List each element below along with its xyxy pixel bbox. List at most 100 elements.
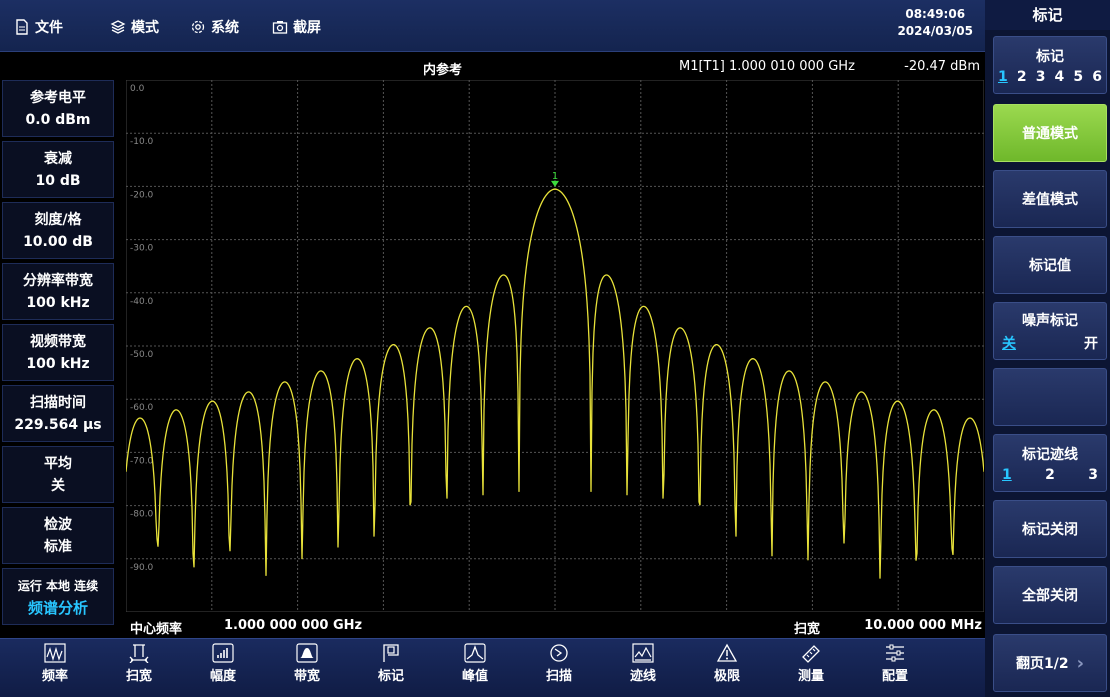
toolbar-span[interactable]: 扫宽 (104, 643, 174, 695)
toolbar-trace-label: 迹线 (629, 669, 656, 684)
attenuation-label: 衰减 (44, 150, 72, 167)
scale-value: 10.00 dB (23, 233, 93, 250)
marker-readout: M1[T1] 1.000 010 000 GHz (679, 59, 855, 74)
marker-1-icon[interactable] (551, 180, 559, 187)
toolbar-bandwidth[interactable]: 带宽 (272, 643, 342, 695)
marker-option-3[interactable]: 3 (1035, 68, 1046, 85)
empty-key[interactable] (993, 368, 1107, 426)
marker-off-key[interactable]: 标记关闭 (993, 500, 1107, 558)
page-key[interactable]: 翻页1/2 › (993, 634, 1107, 692)
sweep-time-button[interactable]: 扫描时间 229.564 µs (2, 385, 114, 442)
spectrum-display[interactable]: 0.0 -10.0 -20.0 -30.0 -40.0 -50.0 -60.0 -70.0 -8… (126, 80, 984, 612)
marker-option-4[interactable]: 4 (1054, 68, 1065, 85)
toolbar-limit[interactable]: 极限 (692, 643, 762, 695)
camera-icon (272, 19, 288, 35)
marker-value-label: 标记值 (1029, 258, 1071, 274)
toolbar-config-label: 配置 (881, 669, 908, 684)
ref-level-value: 0.0 dBm (25, 111, 91, 128)
rbw-button[interactable]: 分辨率带宽 100 kHz (2, 263, 114, 320)
graph-footer: 中心频率 1.000 000 000 GHz 扫宽 10.000 000 MHz (118, 617, 984, 637)
scale-button[interactable]: 刻度/格 10.00 dB (2, 202, 114, 259)
delta-mode-key[interactable]: 差值模式 (993, 170, 1107, 228)
marker-option-1[interactable]: 1 (998, 68, 1008, 85)
ref-level-label: 参考电平 (30, 89, 86, 106)
function-toolbar: 频率 扫宽 幅度 带宽 标记 峰值 扫描 迹线 极限 测量 配置 (0, 638, 985, 697)
screenshot-menu-label: 截屏 (293, 20, 321, 36)
reference-title: 内参考 (423, 63, 463, 78)
softkey-panel-title: 标记 (985, 0, 1110, 30)
system-menu[interactable]: 系统 (190, 16, 239, 38)
screenshot-menu[interactable]: 截屏 (272, 16, 321, 38)
marker-select-label: 标记 (1036, 48, 1064, 65)
toolbar-config[interactable]: 配置 (860, 643, 930, 695)
y-tick-label: -80.0 (130, 510, 154, 520)
y-tick-label: -40.0 (130, 297, 154, 307)
marker-option-6[interactable]: 6 (1092, 68, 1102, 85)
spectrum-trace (126, 188, 984, 579)
rbw-label: 分辨率带宽 (23, 272, 93, 289)
marker-select-key[interactable]: 标记 1 2 3 4 5 6 (993, 36, 1107, 94)
toolbar-measure[interactable]: 测量 (776, 643, 846, 695)
sweep-time-label: 扫描时间 (30, 394, 86, 411)
frequency-icon (44, 643, 66, 663)
graph-header: 内参考 M1[T1] 1.000 010 000 GHz -20.47 dBm (118, 56, 984, 78)
average-button[interactable]: 平均 关 (2, 446, 114, 503)
noise-marker-on[interactable]: 开 (1084, 335, 1098, 352)
peak-icon (464, 643, 486, 663)
vbw-button[interactable]: 视频带宽 100 kHz (2, 324, 114, 381)
softkey-panel: 标记 标记 1 2 3 4 5 6 普通模式 差值模式 标记值 噪声标记 关 开… (985, 0, 1110, 697)
chevron-right-icon: › (1076, 652, 1085, 674)
clock: 08:49:06 2024/03/05 (897, 6, 973, 40)
trace-option-3[interactable]: 3 (1088, 466, 1098, 483)
marker-option-5[interactable]: 5 (1073, 68, 1084, 85)
toolbar-marker[interactable]: 标记 (356, 643, 426, 695)
y-tick-label: -70.0 (130, 456, 154, 466)
file-menu-label: 文件 (35, 20, 63, 36)
y-tick-label: -60.0 (130, 403, 154, 413)
span-value: 10.000 000 MHz (864, 618, 982, 633)
mode-menu-label: 模式 (131, 20, 159, 36)
trace-option-1[interactable]: 1 (1002, 466, 1012, 483)
marker-option-2[interactable]: 2 (1016, 68, 1027, 85)
graticule (126, 80, 984, 612)
marker-trace-key[interactable]: 标记迹线 1 2 3 (993, 434, 1107, 492)
vbw-label: 视频带宽 (30, 333, 86, 350)
page-label: 翻页1/2 (1015, 656, 1069, 672)
toolbar-sweep[interactable]: 扫描 (524, 643, 594, 695)
mode-menu[interactable]: 模式 (110, 16, 159, 38)
marker-icon (383, 644, 399, 662)
toolbar-sweep-label: 扫描 (545, 669, 572, 684)
toolbar-amplitude[interactable]: 幅度 (188, 643, 258, 695)
attenuation-button[interactable]: 衰减 10 dB (2, 141, 114, 198)
center-freq-label: 中心频率 (130, 622, 183, 637)
run-status: 运行 本地 连续 (17, 578, 99, 593)
sweep-icon (550, 644, 568, 662)
span-icon (129, 644, 149, 663)
detector-button[interactable]: 检波 标准 (2, 507, 114, 564)
detector-value: 标准 (44, 538, 72, 555)
noise-marker-label: 噪声标记 (1022, 312, 1078, 329)
span-label: 扫宽 (794, 622, 821, 637)
toolbar-peak[interactable]: 峰值 (440, 643, 510, 695)
noise-marker-key[interactable]: 噪声标记 关 开 (993, 302, 1107, 360)
detector-label: 检波 (44, 516, 72, 533)
analyzer-mode: 频谱分析 (27, 598, 88, 617)
normal-mode-key[interactable]: 普通模式 (993, 104, 1107, 162)
file-menu[interactable]: 文件 (14, 16, 63, 38)
all-off-key[interactable]: 全部关闭 (993, 566, 1107, 624)
y-tick-label: 0.0 (130, 84, 145, 94)
toolbar-trace[interactable]: 迹线 (608, 643, 678, 695)
layers-icon (110, 19, 126, 35)
noise-marker-off[interactable]: 关 (1002, 335, 1016, 352)
trace-option-2[interactable]: 2 (1045, 466, 1055, 483)
normal-mode-label: 普通模式 (1022, 126, 1078, 142)
toolbar-bandwidth-label: 带宽 (293, 669, 320, 684)
ref-level-button[interactable]: 参考电平 0.0 dBm (2, 80, 114, 137)
marker-value-key[interactable]: 标记值 (993, 236, 1107, 294)
status-box: 运行 本地 连续 频谱分析 (2, 568, 114, 625)
toolbar-limit-label: 极限 (713, 669, 740, 684)
toolbar-frequency[interactable]: 频率 (20, 643, 90, 695)
average-label: 平均 (44, 455, 72, 472)
toolbar-frequency-label: 频率 (41, 669, 68, 684)
center-freq-value: 1.000 000 000 GHz (224, 618, 363, 633)
